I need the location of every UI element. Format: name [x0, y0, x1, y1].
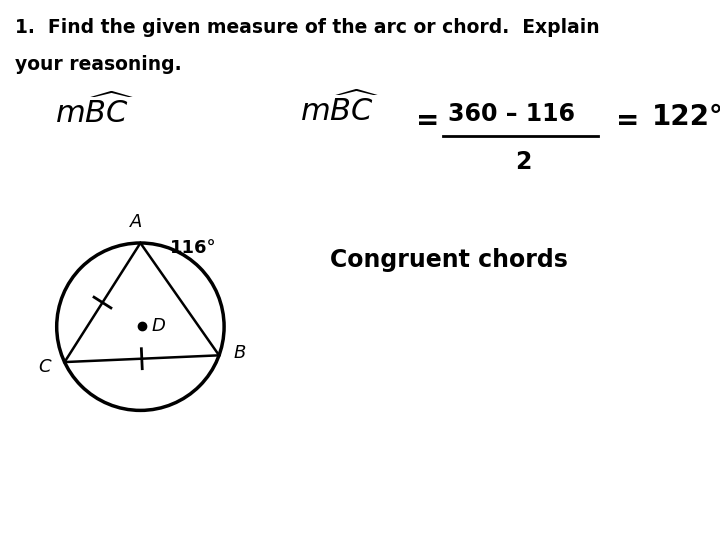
Text: 1.  Find the given measure of the arc or chord.  Explain: 1. Find the given measure of the arc or …	[15, 18, 600, 37]
Text: 122°: 122°	[652, 103, 720, 131]
Text: 116°: 116°	[171, 239, 217, 257]
Text: C: C	[38, 358, 50, 376]
Text: $\mathbf{=}$: $\mathbf{=}$	[410, 105, 438, 133]
Text: Congruent chords: Congruent chords	[330, 248, 568, 272]
Text: $m\widehat{BC}$: $m\widehat{BC}$	[300, 92, 379, 128]
Text: A: A	[130, 213, 143, 231]
Text: your reasoning.: your reasoning.	[15, 55, 181, 74]
Text: 360 – 116: 360 – 116	[448, 102, 575, 126]
Text: B: B	[233, 345, 246, 362]
Text: $\mathbf{=}$: $\mathbf{=}$	[610, 105, 638, 133]
Text: $m\widehat{BC}$: $m\widehat{BC}$	[55, 94, 135, 130]
Text: D: D	[151, 316, 166, 335]
Text: 2: 2	[516, 150, 532, 174]
